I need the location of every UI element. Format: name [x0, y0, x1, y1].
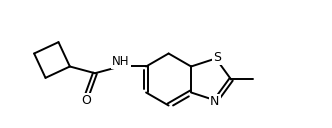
Text: N: N — [210, 95, 219, 108]
Text: O: O — [81, 94, 91, 107]
Text: NH: NH — [112, 55, 130, 68]
Text: S: S — [213, 51, 221, 64]
